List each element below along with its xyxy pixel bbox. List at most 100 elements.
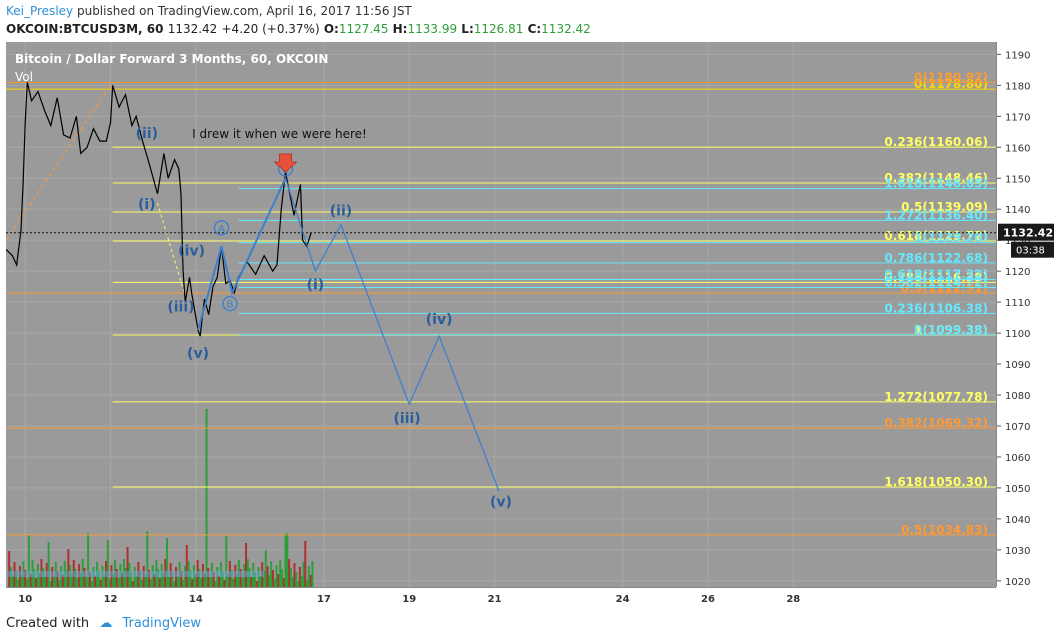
y-tick-label: 1030 xyxy=(1005,546,1030,557)
volume-bar xyxy=(90,581,93,587)
volume-bar xyxy=(273,579,276,587)
fib-level-label: 0.5(1112.91) xyxy=(901,281,988,295)
volume-bar xyxy=(162,573,165,587)
y-tick-label: 1110 xyxy=(1005,298,1030,309)
volume-bar xyxy=(230,570,233,587)
fib-level-label: 0(1099.38) xyxy=(914,323,988,337)
volume-bars xyxy=(8,409,314,587)
circle-wave-label: B xyxy=(227,300,234,311)
trend-line-dashed xyxy=(6,85,111,241)
wave-label: (v) xyxy=(187,346,209,362)
volume-bar xyxy=(29,574,32,587)
volume-bar xyxy=(194,574,197,587)
volume-bar xyxy=(205,409,208,587)
symbol-label: OKCOIN:BTCUSD3M, 60 xyxy=(6,22,164,36)
volume-bar xyxy=(85,577,88,587)
y-tick-label: 1190 xyxy=(1005,50,1030,61)
y-tick-label: 1070 xyxy=(1005,422,1030,433)
open-value: 1127.45 xyxy=(338,22,389,36)
tradingview-brand-link[interactable]: TradingView xyxy=(122,616,201,631)
x-tick-label: 14 xyxy=(189,594,203,605)
wave-label: (i) xyxy=(138,197,156,213)
volume-bar xyxy=(280,569,283,587)
fib-level-label: 0.786(1122.68) xyxy=(884,251,988,265)
circle-wave-marker xyxy=(213,220,230,236)
volume-bar xyxy=(153,574,156,587)
footer: Created with ☁ TradingView xyxy=(6,616,201,631)
x-tick-label: 19 xyxy=(402,594,416,605)
fib-level-label: 0.5(1034.83) xyxy=(901,523,988,537)
x-tick-label: 10 xyxy=(18,594,32,605)
volume-bar xyxy=(49,581,52,587)
volume-bar xyxy=(146,531,149,587)
y-tick-label: 1120 xyxy=(1005,267,1030,278)
volume-bar xyxy=(232,579,235,587)
volume-bar xyxy=(65,570,68,587)
fib-level-label: 0.236(1160.06) xyxy=(884,135,988,149)
volume-bar xyxy=(8,551,11,587)
volume-bar xyxy=(248,568,251,587)
author-link[interactable]: Kei_Presley xyxy=(6,4,74,18)
volume-bar xyxy=(173,581,176,587)
chart-plot-area[interactable]: 0(1178.80) 0(1180.92) 0.236(1160.06) 0.382(… xyxy=(6,42,996,587)
volume-bar xyxy=(203,573,206,587)
publisher-line: Kei_Presley published on TradingView.com… xyxy=(6,4,412,18)
y-tick-label: 1100 xyxy=(1005,329,1030,340)
volume-bar xyxy=(58,580,61,587)
y-tick-label: 1020 xyxy=(1005,577,1030,587)
price-line xyxy=(6,82,312,337)
volume-bar xyxy=(293,563,296,587)
volume-bar xyxy=(218,576,221,587)
volume-bar xyxy=(11,576,14,587)
chart-svg: 0(1178.80)0(1180.92) 0.236(1160.06) 0.382(… xyxy=(6,42,996,587)
volume-bar xyxy=(270,561,273,587)
y-tick-label: 1130 xyxy=(1005,236,1030,247)
volume-bar xyxy=(311,561,314,587)
volume-bar xyxy=(53,576,56,587)
volume-bar xyxy=(24,570,27,587)
volume-bar xyxy=(70,574,73,587)
volume-bar xyxy=(180,571,183,587)
fib-level-label: 0(1178.80) xyxy=(914,77,988,91)
volume-bar xyxy=(35,578,38,587)
time-axis[interactable]: 10 12 14 17 19 21 24 26 28 xyxy=(6,587,996,608)
volume-bar xyxy=(300,576,303,587)
volume-bar xyxy=(74,569,77,587)
volume-bar xyxy=(275,565,278,587)
volume-bar xyxy=(38,573,41,587)
wave-label: (iii) xyxy=(167,299,194,315)
volume-bar xyxy=(255,581,258,587)
volume-bar xyxy=(207,568,210,587)
open-label: O: xyxy=(323,22,339,36)
wave-label: (ii) xyxy=(330,203,352,219)
volume-bar xyxy=(306,580,309,587)
volume-bar xyxy=(157,569,160,587)
volume-bar xyxy=(67,549,70,587)
volume-bar xyxy=(76,578,79,587)
y-tick-label: 1180 xyxy=(1005,81,1030,92)
volume-bar xyxy=(262,571,265,587)
volume-bar xyxy=(87,533,90,587)
volume-ma-band xyxy=(6,571,265,577)
close-label: C: xyxy=(527,22,542,36)
volume-bar xyxy=(212,572,215,587)
circle-wave-marker xyxy=(222,296,238,312)
volume-bar xyxy=(140,580,143,587)
price-axis[interactable]: 1020 1030 1040 1050 1060 1070 1080 1090 1100 1110… xyxy=(996,42,1054,588)
volume-bar xyxy=(291,577,294,587)
volume-bar xyxy=(225,536,228,587)
low-label: L: xyxy=(461,22,474,36)
wave-label: (v) xyxy=(490,494,512,510)
volume-bar xyxy=(26,579,29,587)
volume-bar xyxy=(135,576,138,587)
volume-bar xyxy=(304,541,307,587)
volume-bar xyxy=(182,580,185,587)
wave-label: (i) xyxy=(307,278,325,294)
volume-bar xyxy=(44,577,47,587)
volume-bar xyxy=(271,570,274,587)
volume-bar xyxy=(223,580,226,587)
wave-connector-dashed xyxy=(157,202,186,297)
volume-bar xyxy=(239,569,242,587)
fib-level-label: 0.5(1139.09) xyxy=(901,200,988,214)
price-axis-svg: 1020 1030 1040 1050 1060 1070 1080 1090 1100 1110… xyxy=(997,50,1054,588)
